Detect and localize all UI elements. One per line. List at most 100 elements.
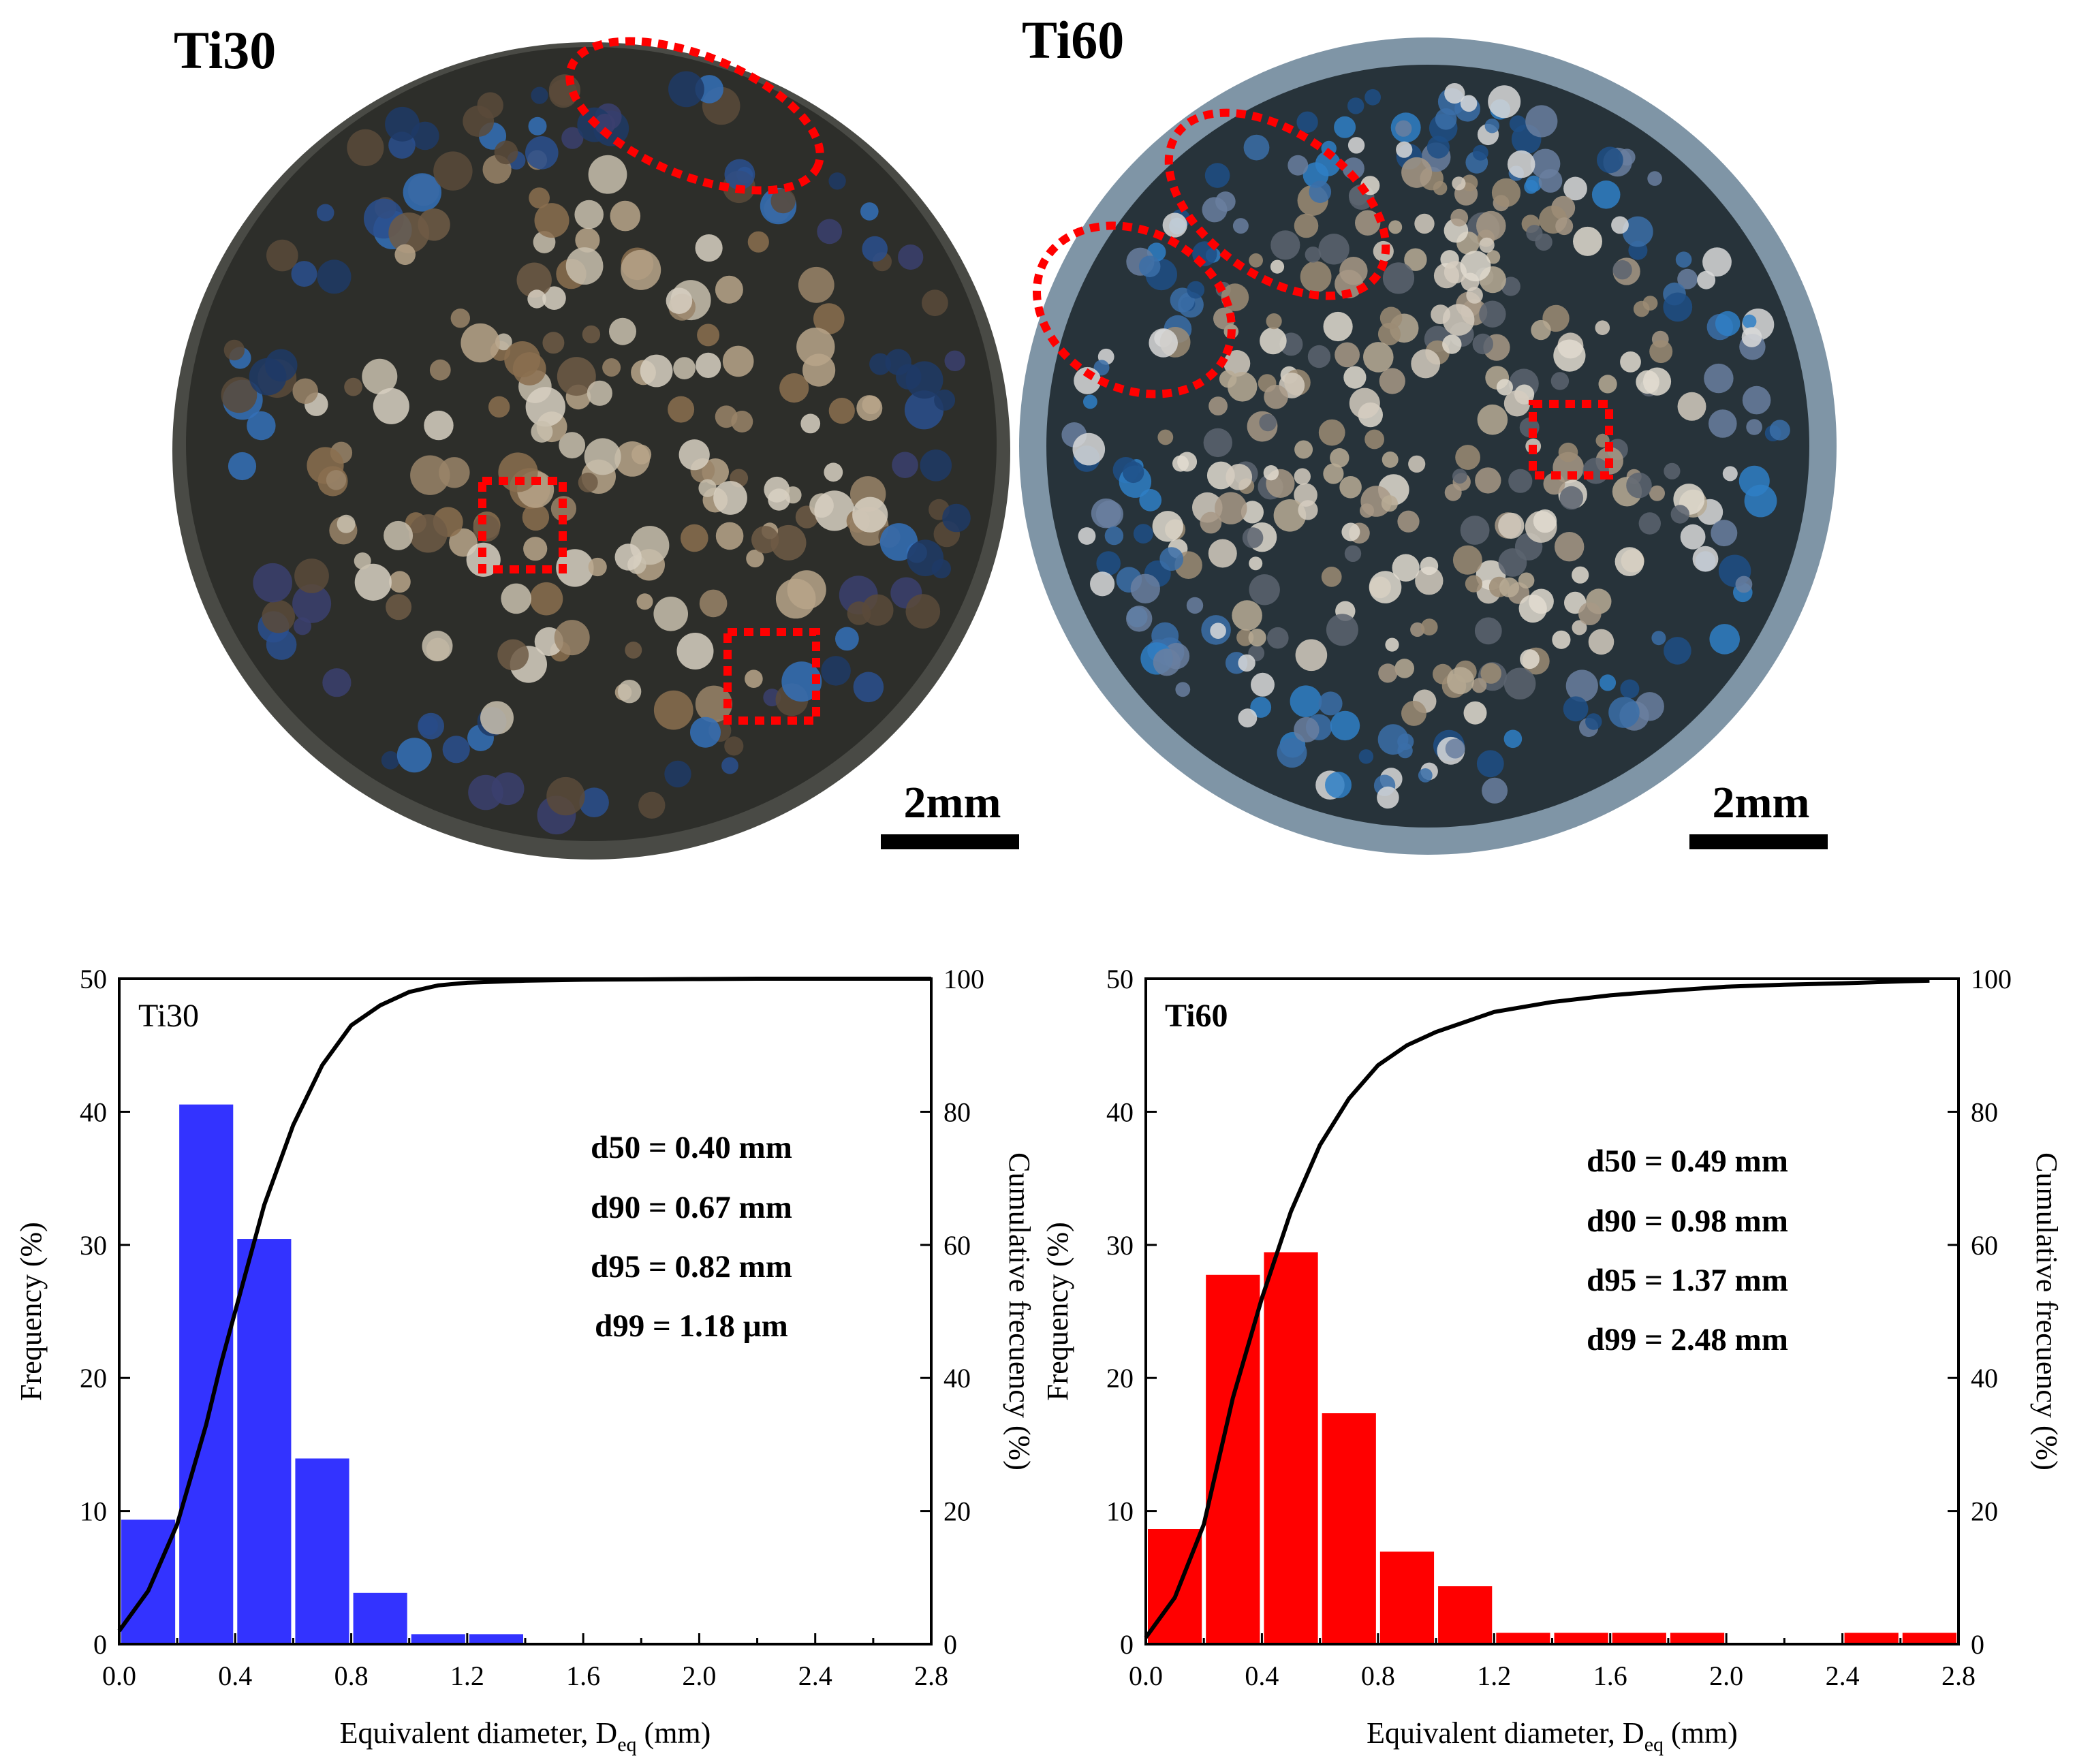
photo-ti30-grains: [221, 71, 971, 835]
pore-grain: [594, 114, 616, 135]
chart-ti60: 0.0 0.4 0.8 1.2 1.6 2.0 2.4 2.80102030405002040…: [1041, 964, 2063, 1756]
pore-grain: [722, 345, 754, 377]
histogram-bar: [467, 1633, 525, 1645]
pore-grain: [617, 680, 642, 704]
pore-grain: [745, 670, 763, 688]
pore-grain: [1498, 548, 1527, 577]
pore-grain: [698, 479, 717, 497]
pore-grain: [715, 522, 744, 550]
chart-ti30-d50: d50 = 0.40 mm: [591, 1130, 792, 1165]
pore-grain: [699, 589, 728, 618]
pore-grain: [781, 661, 822, 702]
pore-grain: [1335, 342, 1360, 368]
pore-grain: [1709, 624, 1740, 655]
pore-grain: [1572, 566, 1589, 584]
y2-tick-label: 0: [1971, 1629, 1984, 1660]
pore-grain: [1344, 545, 1362, 562]
pore-grain: [813, 303, 845, 334]
chart-ti60-annotations: d50 = 0.49 mm d90 = 0.98 mm d95 = 1.37 m…: [1587, 1144, 1788, 1357]
pore-grain: [1524, 180, 1538, 194]
pore-grain: [898, 244, 924, 270]
pore-grain: [676, 633, 714, 670]
pore-grain: [422, 631, 453, 661]
pore-grain: [579, 787, 609, 817]
histogram-bar: [1843, 1631, 1900, 1645]
pore-grain: [253, 563, 293, 603]
histogram-bar: [1262, 1250, 1320, 1645]
pore-grain: [713, 481, 747, 515]
pore-grain: [696, 352, 721, 379]
photo-ti60-grains: [1061, 83, 1790, 809]
pore-grain: [1433, 180, 1448, 195]
pore-grain: [262, 599, 296, 633]
pore-grain: [1677, 392, 1706, 421]
pore-grain: [317, 259, 352, 294]
pore-grain: [1381, 495, 1398, 512]
chart-ti30-xlabel: Equivalent diameter, Deq (mm): [340, 1716, 711, 1756]
pore-grain: [1249, 556, 1263, 571]
pore-grain: [439, 457, 470, 488]
pore-grain: [1452, 176, 1466, 191]
pore-grain: [673, 357, 696, 379]
pore-grain: [1277, 738, 1307, 768]
chart-ti30-y2label: Cumulative frecuency (%): [1003, 1152, 1036, 1470]
pore-grain: [751, 526, 779, 554]
pore-grain: [1378, 663, 1398, 683]
pore-grain: [418, 712, 444, 740]
pore-grain: [1503, 729, 1523, 749]
pore-grain: [1496, 379, 1513, 396]
pore-grain: [1743, 314, 1757, 329]
pore-grain: [523, 537, 548, 561]
pore-grain: [666, 287, 693, 315]
pore-grain: [488, 396, 510, 418]
pore-grain: [1396, 141, 1413, 158]
pore-grain: [1175, 682, 1191, 697]
pore-grain: [529, 187, 550, 208]
pore-grain: [1573, 226, 1602, 256]
chart-ti30-bars: [120, 1103, 525, 1645]
y2-tick-label: 100: [943, 964, 984, 994]
pore-grain: [1123, 461, 1144, 484]
pore-grain: [1591, 180, 1621, 209]
pore-grain: [468, 774, 503, 810]
pore-grain: [695, 685, 732, 723]
y-tick-label: 10: [1106, 1496, 1134, 1527]
pore-grain: [1232, 600, 1262, 631]
pore-grain: [1472, 333, 1493, 355]
pore-grain: [291, 261, 317, 287]
pore-grain: [1149, 328, 1178, 358]
histogram-bar: [294, 1457, 351, 1645]
pore-grain: [862, 236, 888, 262]
pore-grain: [1323, 311, 1353, 342]
x-tick-label: 0.0: [102, 1660, 136, 1691]
pore-grain: [1476, 210, 1506, 241]
pore-grain: [1553, 339, 1586, 372]
pore-grain: [614, 544, 642, 571]
pore-grain: [531, 86, 548, 104]
pore-grain: [396, 738, 432, 773]
pore-grain: [418, 208, 450, 241]
pore-grain: [337, 514, 356, 533]
pore-grain: [221, 377, 258, 413]
histogram-bar: [236, 1238, 293, 1645]
y-tick-label: 20: [1106, 1363, 1134, 1393]
pore-grain: [796, 328, 835, 366]
pore-grain: [1597, 146, 1623, 174]
pore-grain: [228, 452, 257, 481]
pore-grain: [1559, 486, 1584, 510]
pore-grain: [542, 332, 565, 354]
pore-grain: [1507, 150, 1535, 178]
pore-grain: [1295, 639, 1328, 672]
pore-grain: [1442, 334, 1462, 354]
pore-grain: [1330, 448, 1349, 468]
pore-grain: [1138, 255, 1161, 278]
pore-grain: [681, 524, 708, 552]
pore-grain: [1744, 484, 1777, 518]
chart-ti30-d99: d99 = 1.18 µm: [595, 1308, 788, 1344]
pore-grain: [1093, 360, 1110, 376]
pore-grain: [588, 155, 627, 194]
pore-grain: [565, 247, 604, 285]
histogram-bar: [409, 1633, 467, 1645]
pore-grain: [1363, 342, 1394, 373]
pore-grain: [1395, 120, 1412, 137]
